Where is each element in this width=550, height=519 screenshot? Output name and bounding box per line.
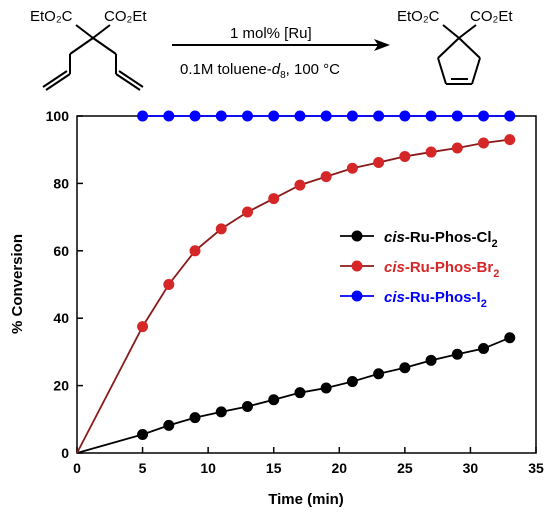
data-point-cis-ru-phos-br2 — [346, 162, 358, 174]
scheme-conditions-label: 0.1M toluene-d8, 100 °C — [180, 61, 340, 81]
x-tick-label: 15 — [266, 460, 282, 476]
data-point-cis-ru-phos-i2 — [268, 110, 280, 122]
y-axis-label: % Conversion — [9, 234, 26, 334]
data-point-cis-ru-phos-cl2 — [346, 376, 358, 388]
data-point-cis-ru-phos-cl2 — [189, 412, 201, 424]
data-point-cis-ru-phos-i2 — [373, 110, 385, 122]
scheme-left-group-2: CO₂Et — [104, 8, 147, 25]
y-tick-label: 20 — [53, 378, 69, 394]
data-point-cis-ru-phos-br2 — [215, 223, 227, 235]
data-point-cis-ru-phos-cl2 — [320, 382, 332, 394]
data-point-cis-ru-phos-br2 — [320, 171, 332, 183]
data-point-cis-ru-phos-br2 — [294, 179, 306, 191]
x-tick-label: 35 — [528, 460, 544, 476]
data-point-cis-ru-phos-cl2 — [373, 368, 385, 380]
scheme-right-group-2: CO₂Et — [470, 8, 513, 25]
data-point-cis-ru-phos-i2 — [294, 110, 306, 122]
data-point-cis-ru-phos-cl2 — [478, 343, 490, 355]
data-point-cis-ru-phos-i2 — [399, 110, 411, 122]
x-tick-label: 10 — [200, 460, 216, 476]
data-point-cis-ru-phos-i2 — [163, 110, 175, 122]
y-tick-label: 40 — [53, 310, 69, 326]
data-point-cis-ru-phos-cl2 — [215, 406, 227, 418]
scheme-left-group-1: EtO₂C — [30, 8, 73, 25]
data-point-cis-ru-phos-br2 — [399, 150, 411, 162]
data-point-cis-ru-phos-br2 — [241, 206, 253, 218]
conversion-chart: 0 5 10 15 20 25 30 35 0 20 40 60 80 100 Time (min) % … — [9, 108, 544, 508]
legend-marker-cis-ru-phos-br2 — [351, 260, 363, 272]
data-point-cis-ru-phos-br2 — [373, 157, 385, 169]
data-point-cis-ru-phos-cl2 — [137, 428, 149, 440]
data-point-cis-ru-phos-cl2 — [399, 362, 411, 374]
series-line-cis-ru-phos-br2 — [76, 138, 510, 454]
data-point-cis-ru-phos-i2 — [425, 110, 437, 122]
data-point-cis-ru-phos-i2 — [504, 110, 516, 122]
legend: cis-Ru-Phos-Cl2 cis-Ru-Phos-Br2 cis-Ru-Pho… — [340, 229, 499, 310]
x-tick-label: 5 — [139, 460, 147, 476]
scheme-catalyst-label: 1 mol% [Ru] — [230, 25, 312, 42]
data-point-cis-ru-phos-i2 — [320, 110, 332, 122]
data-point-cis-ru-phos-i2 — [346, 110, 358, 122]
reaction-arrow — [172, 39, 390, 51]
legend-label-cis-ru-phos-br2: cis-Ru-Phos-Br2 — [384, 259, 499, 280]
data-point-cis-ru-phos-br2 — [189, 245, 201, 257]
product-structure — [437, 24, 481, 85]
legend-label-cis-ru-phos-cl2: cis-Ru-Phos-Cl2 — [384, 229, 498, 250]
data-point-cis-ru-phos-i2 — [451, 110, 463, 122]
data-point-cis-ru-phos-cl2 — [425, 354, 437, 366]
y-tick-label: 0 — [61, 445, 69, 461]
x-tick-label: 25 — [397, 460, 413, 476]
data-point-cis-ru-phos-cl2 — [268, 394, 280, 406]
data-point-cis-ru-phos-cl2 — [451, 348, 463, 360]
series-line-cis-ru-phos-cl2 — [76, 336, 511, 454]
data-point-cis-ru-phos-br2 — [268, 193, 280, 205]
data-point-cis-ru-phos-br2 — [163, 279, 175, 290]
data-point-cis-ru-phos-cl2 — [504, 332, 516, 344]
data-point-cis-ru-phos-i2 — [189, 110, 201, 122]
reaction-scheme: EtO₂C CO₂Et 1 mol% [Ru] 0.1M toluene-d8,… — [30, 8, 513, 91]
legend-marker-cis-ru-phos-i2 — [351, 290, 363, 302]
y-tick-label: 100 — [46, 108, 70, 124]
y-tick-label: 60 — [53, 243, 69, 259]
data-point-cis-ru-phos-i2 — [137, 110, 149, 122]
data-point-cis-ru-phos-cl2 — [163, 419, 175, 431]
data-point-cis-ru-phos-br2 — [137, 321, 149, 333]
plot-frame — [76, 115, 537, 454]
scheme-right-group-1: EtO₂C — [397, 8, 440, 25]
data-point-cis-ru-phos-br2 — [504, 134, 516, 146]
data-point-cis-ru-phos-i2 — [241, 110, 253, 122]
data-point-cis-ru-phos-cl2 — [294, 387, 306, 399]
data-point-cis-ru-phos-br2 — [478, 137, 490, 149]
y-tick-label: 80 — [53, 175, 69, 191]
legend-label-cis-ru-phos-i2: cis-Ru-Phos-I2 — [384, 289, 487, 310]
data-point-cis-ru-phos-br2 — [451, 142, 463, 154]
x-axis-label: Time (min) — [268, 491, 344, 508]
data-point-cis-ru-phos-i2 — [478, 110, 490, 122]
data-point-cis-ru-phos-i2 — [215, 110, 227, 122]
legend-marker-cis-ru-phos-cl2 — [351, 230, 363, 242]
x-tick-label: 20 — [331, 460, 347, 476]
data-point-cis-ru-phos-br2 — [425, 146, 437, 158]
data-point-cis-ru-phos-cl2 — [241, 400, 253, 412]
x-tick-label: 0 — [73, 460, 81, 476]
starting-material-structure — [42, 24, 144, 91]
x-tick-label: 30 — [463, 460, 479, 476]
